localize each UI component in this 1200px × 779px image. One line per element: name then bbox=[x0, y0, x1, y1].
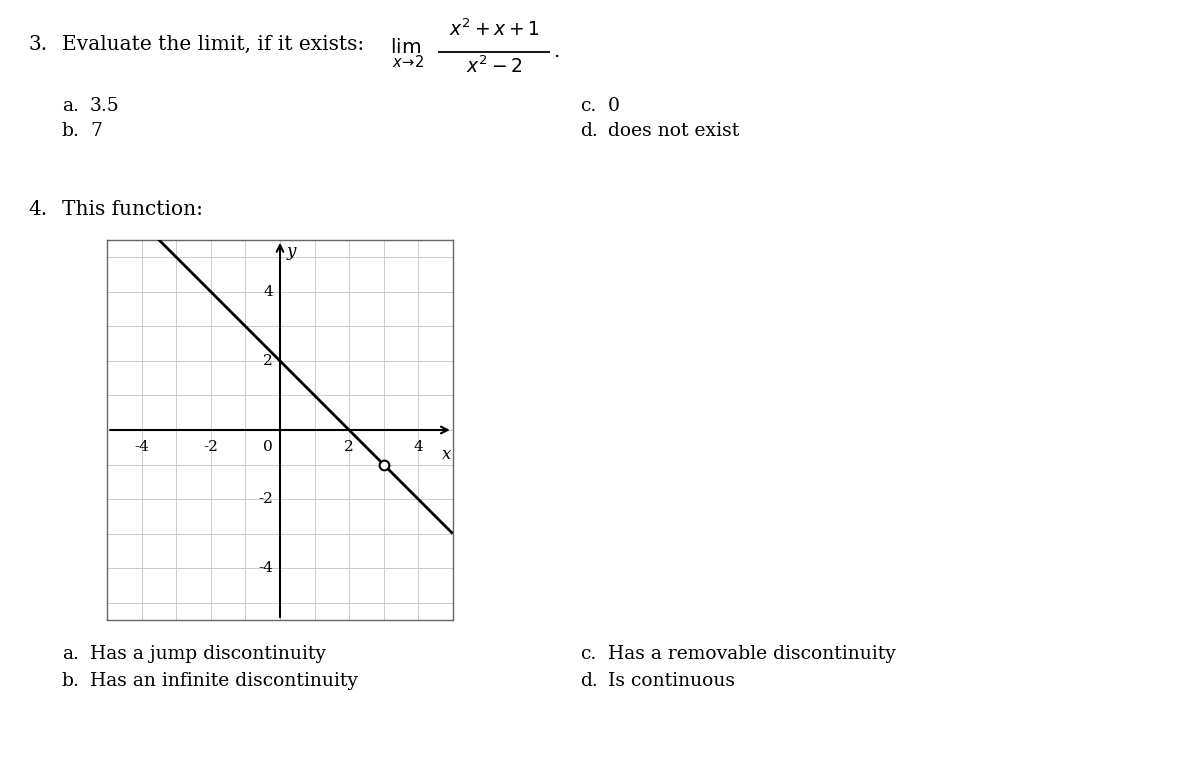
Text: x: x bbox=[442, 446, 451, 463]
Text: 4: 4 bbox=[263, 285, 274, 299]
Text: a.: a. bbox=[62, 645, 79, 663]
Text: -4: -4 bbox=[134, 440, 149, 454]
Text: 0: 0 bbox=[608, 97, 620, 115]
Text: $x^2 + x + 1$: $x^2 + x + 1$ bbox=[449, 18, 539, 40]
Text: c.: c. bbox=[580, 645, 596, 663]
Text: 4.: 4. bbox=[28, 200, 47, 219]
Text: -2: -2 bbox=[204, 440, 218, 454]
Text: d.: d. bbox=[580, 672, 598, 690]
Text: Evaluate the limit, if it exists:: Evaluate the limit, if it exists: bbox=[62, 35, 365, 54]
Text: Has a jump discontinuity: Has a jump discontinuity bbox=[90, 645, 326, 663]
Text: $\lim$: $\lim$ bbox=[390, 38, 421, 57]
Text: $x^2 - 2$: $x^2 - 2$ bbox=[466, 55, 522, 76]
Text: d.: d. bbox=[580, 122, 598, 140]
Text: does not exist: does not exist bbox=[608, 122, 739, 140]
Text: -2: -2 bbox=[258, 492, 274, 506]
Text: Has an infinite discontinuity: Has an infinite discontinuity bbox=[90, 672, 358, 690]
Text: b.: b. bbox=[62, 122, 80, 140]
Text: y: y bbox=[287, 244, 295, 260]
Text: 3.: 3. bbox=[28, 35, 47, 54]
Text: Has a removable discontinuity: Has a removable discontinuity bbox=[608, 645, 896, 663]
Text: This function:: This function: bbox=[62, 200, 203, 219]
Text: 0: 0 bbox=[263, 440, 274, 454]
Text: 7: 7 bbox=[90, 122, 102, 140]
Text: Is continuous: Is continuous bbox=[608, 672, 734, 690]
Text: 3.5: 3.5 bbox=[90, 97, 120, 115]
Text: a.: a. bbox=[62, 97, 79, 115]
Text: c.: c. bbox=[580, 97, 596, 115]
Text: -4: -4 bbox=[258, 561, 274, 575]
Text: b.: b. bbox=[62, 672, 80, 690]
Text: 2: 2 bbox=[344, 440, 354, 454]
Text: $x\!\rightarrow\!2$: $x\!\rightarrow\!2$ bbox=[392, 54, 424, 70]
Text: 4: 4 bbox=[413, 440, 424, 454]
Text: 2: 2 bbox=[263, 354, 274, 368]
Text: .: . bbox=[554, 42, 560, 61]
